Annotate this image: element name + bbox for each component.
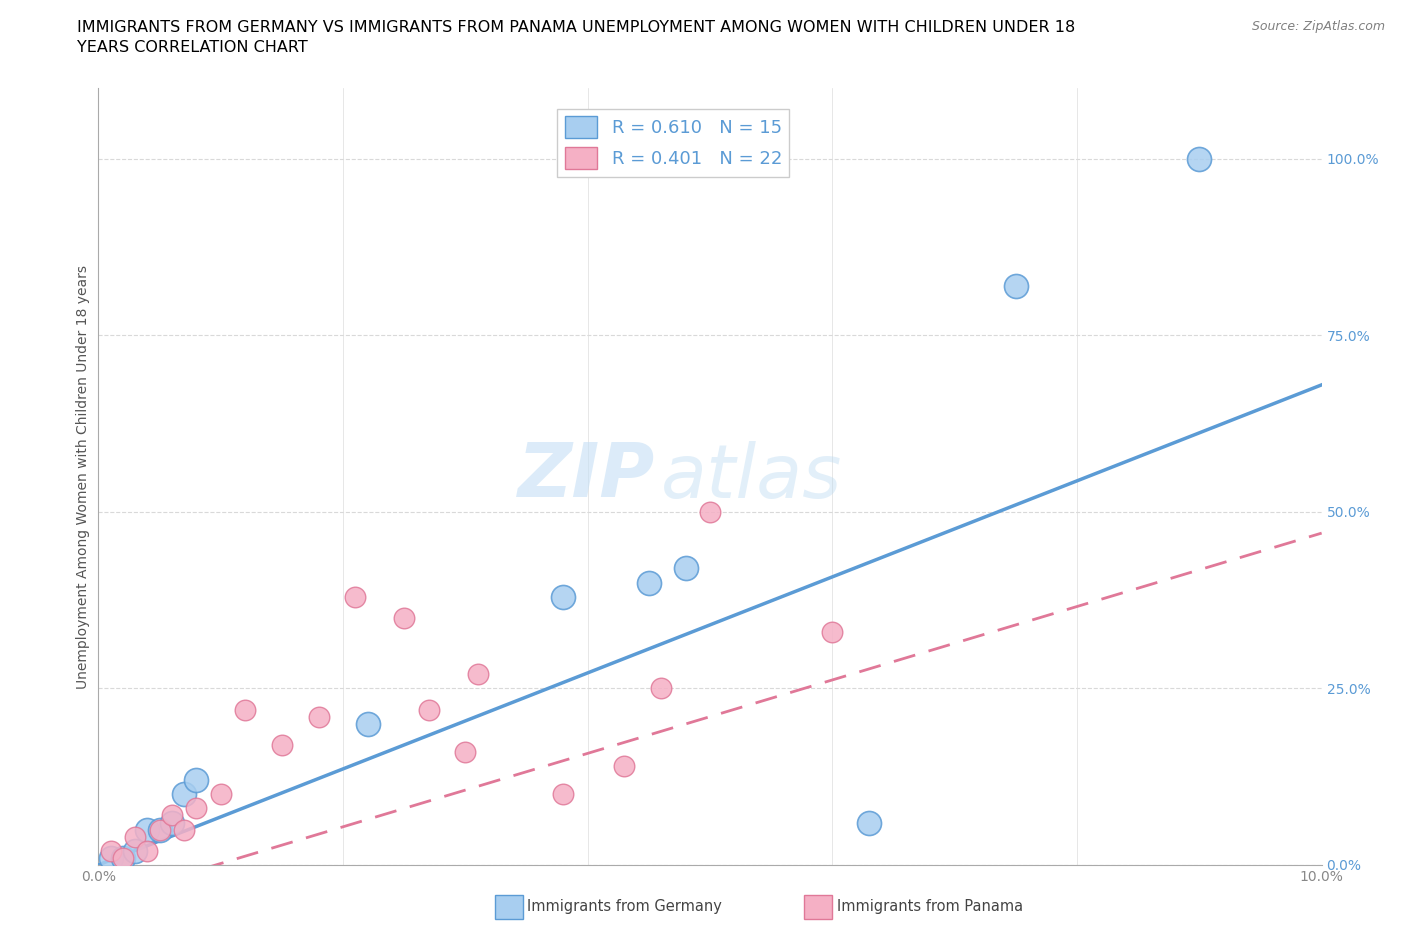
Legend: R = 0.610   N = 15, R = 0.401   N = 22: R = 0.610 N = 15, R = 0.401 N = 22 xyxy=(557,109,789,177)
Point xyxy=(356,716,378,731)
Point xyxy=(233,702,256,717)
Point xyxy=(1188,152,1211,166)
Text: ZIP: ZIP xyxy=(517,440,655,513)
Point xyxy=(173,822,195,837)
Point xyxy=(308,710,330,724)
Point xyxy=(124,830,146,844)
Point xyxy=(186,801,208,816)
Point xyxy=(186,773,208,788)
Point xyxy=(209,787,232,802)
Point xyxy=(160,815,183,830)
Point xyxy=(613,759,636,774)
Point xyxy=(100,844,122,858)
Point xyxy=(454,745,477,760)
Text: IMMIGRANTS FROM GERMANY VS IMMIGRANTS FROM PANAMA UNEMPLOYMENT AMONG WOMEN WITH : IMMIGRANTS FROM GERMANY VS IMMIGRANTS FR… xyxy=(77,20,1076,35)
Point xyxy=(392,610,416,625)
Point xyxy=(149,822,172,837)
Point xyxy=(270,737,292,752)
Point xyxy=(111,850,134,865)
Text: YEARS CORRELATION CHART: YEARS CORRELATION CHART xyxy=(77,40,308,55)
Point xyxy=(173,787,195,802)
Point xyxy=(136,822,159,837)
Point xyxy=(344,590,367,604)
Point xyxy=(650,681,672,696)
Point xyxy=(418,702,440,717)
Point xyxy=(467,667,489,682)
Point xyxy=(821,625,844,640)
Point xyxy=(160,808,183,823)
Text: Source: ZipAtlas.com: Source: ZipAtlas.com xyxy=(1251,20,1385,33)
Point xyxy=(858,815,880,830)
Point xyxy=(100,850,122,865)
Point xyxy=(1004,279,1026,294)
Point xyxy=(136,844,159,858)
Point xyxy=(124,844,146,858)
Point xyxy=(553,787,575,802)
Point xyxy=(675,561,697,576)
Point xyxy=(553,590,575,604)
Point xyxy=(699,504,721,519)
Point xyxy=(149,822,172,837)
Y-axis label: Unemployment Among Women with Children Under 18 years: Unemployment Among Women with Children U… xyxy=(76,265,90,688)
Text: Immigrants from Germany: Immigrants from Germany xyxy=(527,899,723,914)
Point xyxy=(111,850,134,865)
Text: atlas: atlas xyxy=(661,441,842,512)
Point xyxy=(637,575,661,590)
Text: Immigrants from Panama: Immigrants from Panama xyxy=(837,899,1022,914)
